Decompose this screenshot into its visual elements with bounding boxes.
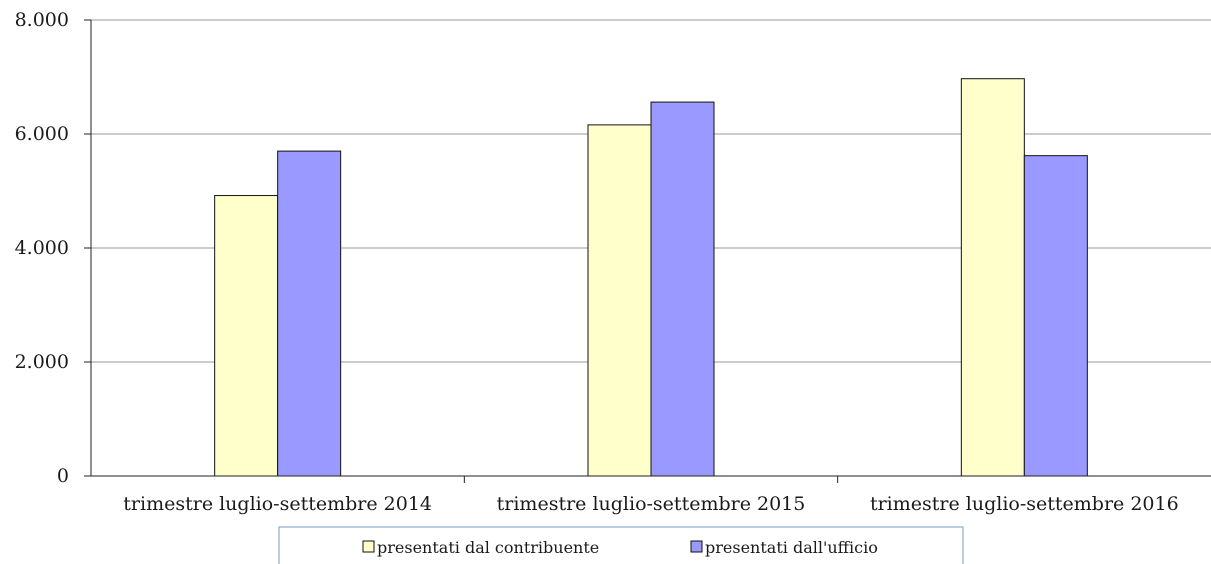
y-tick-label: 4.000 [15, 237, 69, 259]
legend-box [278, 526, 964, 564]
legend-swatch [362, 540, 375, 553]
y-tick-label: 8.000 [15, 9, 69, 31]
bar-ufficio-1 [650, 101, 715, 477]
x-category-label: trimestre luglio-settembre 2014 [123, 493, 432, 515]
bar-contribuente-1 [587, 124, 652, 477]
bar-ufficio-0 [277, 150, 342, 477]
legend-label: presentati dal contribuente [377, 538, 599, 557]
x-category-label: trimestre luglio-settembre 2016 [870, 493, 1179, 515]
bar-contribuente-0 [214, 195, 279, 477]
y-tick-label: 2.000 [15, 351, 69, 373]
bar-contribuente-2 [960, 78, 1025, 477]
y-tick-label: 6.000 [15, 123, 69, 145]
bars [214, 78, 1088, 477]
legend-label: presentati dall'ufficio [705, 538, 878, 557]
x-category-labels: trimestre luglio-settembre 2014 trimestre… [123, 493, 1178, 515]
legend: presentati dal contribuente presentati da… [278, 526, 964, 564]
bar-ufficio-2 [1023, 155, 1088, 477]
y-tick-labels: 0 2.000 4.000 6.000 8.000 [15, 9, 69, 487]
x-category-label: trimestre luglio-settembre 2015 [497, 493, 806, 515]
y-tick-label: 0 [57, 465, 69, 487]
legend-swatch [690, 540, 703, 553]
axes [84, 19, 1211, 483]
